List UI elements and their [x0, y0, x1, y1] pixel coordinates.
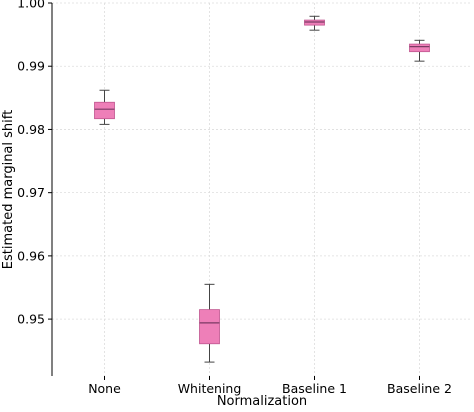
x-tick-layer: None Whitening Baseline 1 Baseline 2 — [88, 376, 452, 396]
y-tick-layer: 0.95 0.96 0.97 0.98 0.99 1.00 — [17, 0, 52, 327]
box-group — [199, 283, 220, 363]
x-tick-label: Whitening — [178, 381, 242, 396]
x-axis-label: Normalization — [217, 394, 307, 408]
box-group — [409, 39, 430, 62]
x-tick-label: Baseline 1 — [282, 381, 347, 396]
y-tick-label: 0.99 — [17, 59, 45, 74]
box-iqr — [409, 43, 430, 53]
box-group — [304, 15, 325, 31]
y-tick-label: 0.98 — [17, 122, 45, 137]
box-iqr — [199, 309, 220, 345]
grid-layer — [52, 2, 472, 376]
y-tick-label: 0.97 — [17, 185, 45, 200]
box-iqr — [304, 19, 325, 26]
box-iqr — [94, 101, 115, 120]
x-tick-label: Baseline 2 — [387, 381, 452, 396]
x-tick-label: None — [88, 381, 121, 396]
y-tick-label: 0.96 — [17, 248, 45, 263]
y-tick-label: 1.00 — [17, 0, 45, 11]
box-group — [94, 89, 115, 125]
y-axis-label: Estimated marginal shift — [1, 110, 16, 269]
y-tick-label: 0.95 — [17, 312, 45, 327]
box-layer — [94, 15, 430, 363]
